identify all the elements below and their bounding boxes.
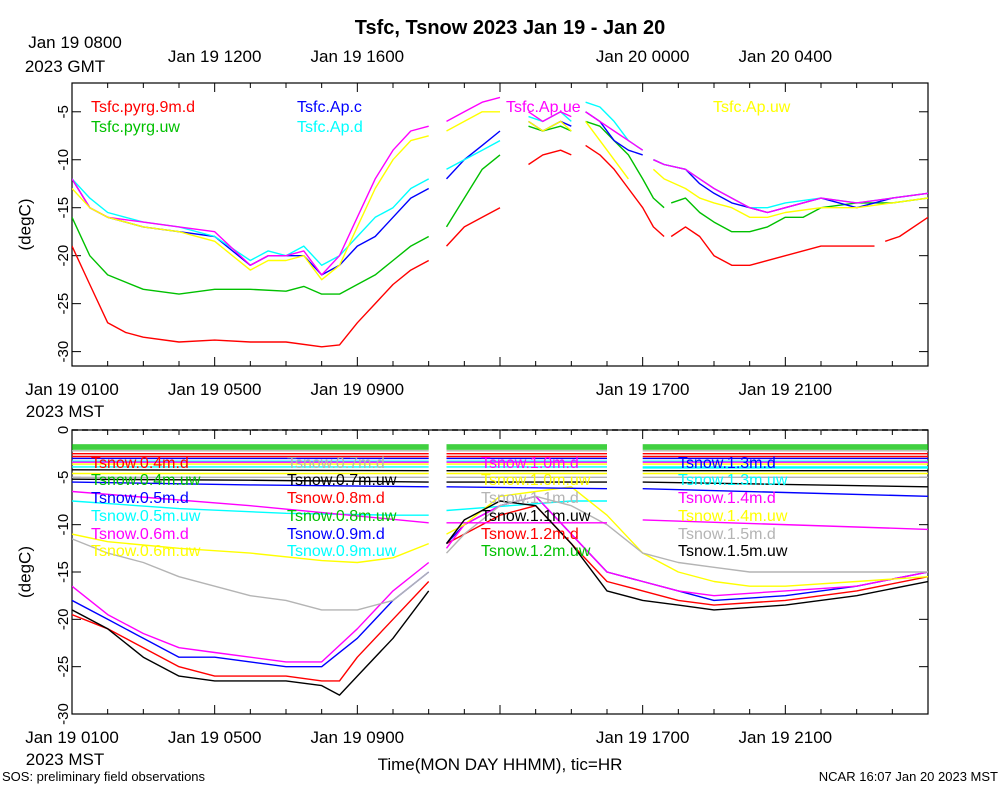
x-tick-label: Jan 19 2100 [739,380,833,399]
legend-tsnow-1-2m-d: Tsnow.1.2m.d [481,526,579,543]
top-tick-label: Jan 19 1200 [168,47,262,66]
y-tick-label: -25 [55,656,72,678]
x-tick-label: Jan 19 0900 [311,380,405,399]
series-line-tsnow-1-0m-d [72,490,928,531]
top-tick-label: Jan 19 1600 [311,47,405,66]
series-line-tsnow-1-1m-uw [72,500,928,696]
y-tick-label: -10 [55,149,72,171]
legend-tsnow-1-5m-uw: Tsnow.1.5m.uw [678,543,788,560]
x-tick-label: Jan 19 0500 [168,380,262,399]
series-line-tsnow-0-9m-d [72,481,928,497]
legend-tsnow-1-4m-uw: Tsnow.1.4m.uw [678,508,788,525]
legend-tsnow-1-1m-d: Tsnow.1.1m.d [481,490,579,507]
y-tick-label: -20 [55,245,72,267]
legend-tsnow-1-3m-uw: Tsnow.1.3m.uw [678,472,788,489]
x-tick-label: Jan 19 0100 [25,728,119,747]
series-line-tsnow-0-7m-d [72,495,928,611]
y-tick-label: -5 [55,471,72,484]
y-tick-label: -30 [55,341,72,363]
series-line-tsfc-ap-uw [72,111,928,281]
x-tick-label: Jan 19 2100 [739,728,833,747]
legend-tsnow-0-4m-d: Tsnow.0.4m.d [91,455,189,472]
legend-tsfc-ap-uw: Tsfc.Ap.uw [713,99,791,116]
legend-tsnow-1-3m-d: Tsnow.1.3m.d [678,455,776,472]
x-tick-label: Jan 19 0100 [25,380,119,399]
x-axis-label: Time(MON DAY HHMM), tic=HR [378,755,623,774]
y-axis-label: (degC) [15,546,34,598]
series-group [72,96,928,348]
x-tick-label: Jan 19 1700 [596,380,690,399]
y-tick-label: -30 [55,703,72,725]
legend-tsfc-ap-d: Tsfc.Ap.d [297,119,363,136]
series-group [72,444,928,696]
y-tick-label: -10 [55,514,72,536]
series-line-tsnow-1-5m-uw [72,478,928,488]
legend-tsfc-pyrg-uw: Tsfc.pyrg.uw [91,119,180,136]
top-tick-label-year: 2023 GMT [25,57,105,76]
plot-frame [71,82,929,367]
chart-title: Tsfc, Tsnow 2023 Jan 19 - Jan 20 [355,17,666,39]
legend-tsnow-0-8m-uw: Tsnow.0.8m.uw [287,508,397,525]
legend-tsnow-1-2m-uw: Tsnow.1.2m.uw [481,543,591,560]
series-line-tsfc-ap-ue [72,96,928,276]
series-line-tsfc-ap-c [72,111,928,276]
y-tick-label: -25 [55,293,72,315]
legend-tsfc-pyrg-9m-d: Tsfc.pyrg.9m.d [91,99,195,116]
top-tick-label: Jan 19 0800 [28,33,122,52]
legend-tsnow-0-8m-d: Tsnow.0.8m.d [287,490,385,507]
top-tick-label: Jan 20 0000 [596,47,690,66]
y-tick-label: -15 [55,197,72,219]
legend-tsnow-0-6m-d: Tsnow.0.6m.d [91,526,189,543]
x-tick-label-year: 2023 MST [26,402,104,421]
x-tick-label: Jan 19 0900 [311,728,405,747]
series-line-tsnow-0-4m-d [72,505,928,682]
y-axis-label: (degC) [15,199,34,251]
legend-tsnow-0-5m-d: Tsnow.0.5m.d [91,490,189,507]
top-tick-label: Jan 20 0400 [739,47,833,66]
legend-tsfc-ap-c: Tsfc.Ap.c [297,99,362,116]
legend-tsnow-1-0m-d: Tsnow.1.0m.d [481,455,579,472]
legend-tsnow-0-4m-uw: Tsnow.0.4m.uw [91,472,201,489]
series-line-tsfc-ap-d [72,101,928,266]
legend-tsnow-0-9m-d: Tsnow.0.9m.d [287,526,385,543]
legend-tsnow-1-0m-uw: Tsnow.1.0m.uw [481,472,591,489]
footer-right: NCAR 16:07 Jan 20 2023 MST [819,769,998,784]
series-line-tsfc-pyrg-9m-d [72,144,928,348]
series-line-tsnow-0-6m-d [72,495,928,663]
legend-tsnow-0-6m-uw: Tsnow.0.6m.uw [91,543,201,560]
legend-tsfc-ap-ue: Tsfc.Ap.ue [506,99,581,116]
top-panel: -30 -25 -20 -15 -10 -5 (degC) Jan 19 0100 2023 M… [15,33,929,421]
y-tick-label: -15 [55,561,72,583]
legend-tsnow-1-5m-d: Tsnow.1.5m.d [678,526,776,543]
legend-tsnow-0-5m-uw: Tsnow.0.5m.uw [91,508,201,525]
legend-tsnow-1-4m-d: Tsnow.1.4m.d [678,490,776,507]
x-tick-label: Jan 19 0500 [168,728,262,747]
footer-left: SOS: preliminary field observations [2,769,206,784]
legend-tsnow-0-9m-uw: Tsnow.0.9m.uw [287,543,397,560]
series-line-tsfc-pyrg-uw [72,120,928,295]
series-line-tsnow-0-7m-uw [72,469,928,472]
y-tick-label: -20 [55,608,72,630]
legend-tsnow-1-1m-uw: Tsnow.1.1m.uw [481,508,591,525]
legend-tsnow-0-7m-uw: Tsnow.0.7m.uw [287,472,397,489]
y-tick-label: -5 [55,105,72,118]
x-tick-label-year: 2023 MST [26,750,104,769]
bottom-panel: -30 -25 -20 -15 -10 -5 0 (degC) Jan 19 0100 2023 … [15,426,929,769]
legend-tsnow-0-7m-d: Tsnow.0.7m.d [287,455,385,472]
x-tick-label: Jan 19 1700 [596,728,690,747]
y-tick-label: 0 [55,426,72,434]
